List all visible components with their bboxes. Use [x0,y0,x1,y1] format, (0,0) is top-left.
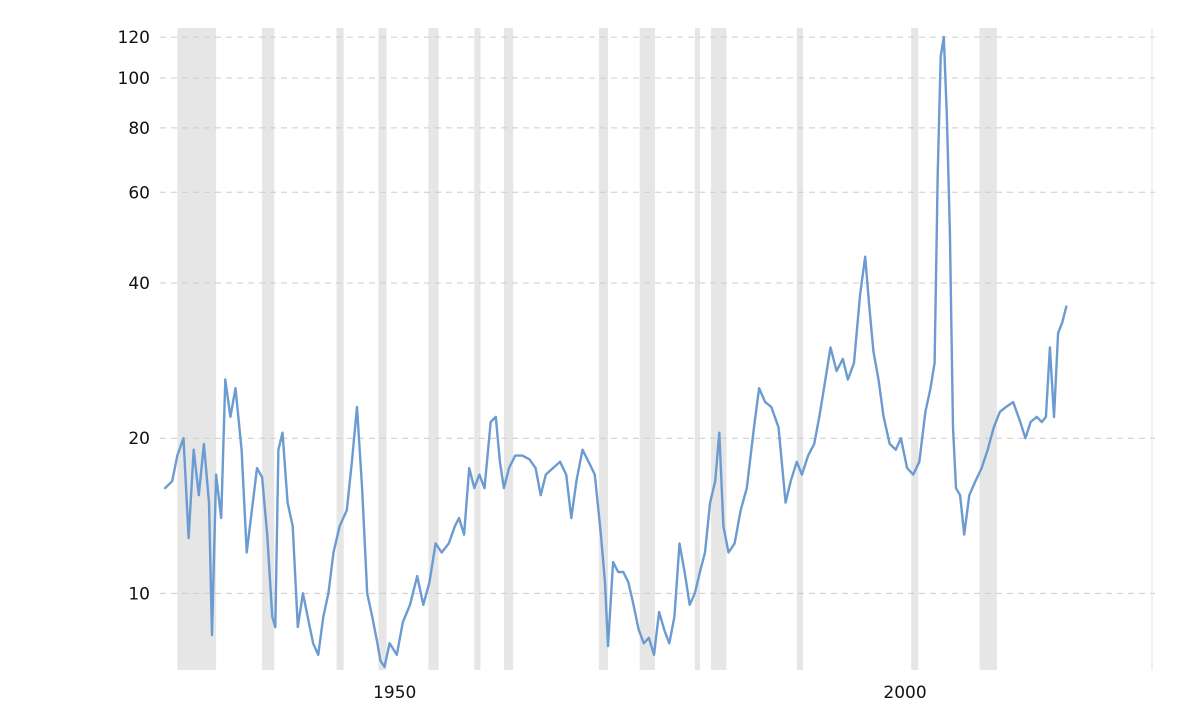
recession-band [979,28,997,670]
horizontal-gridlines [160,36,1155,594]
recession-band [336,28,344,670]
recession-band [711,28,727,670]
y-tick-label: 120 [118,28,150,48]
recession-band [474,28,481,670]
y-tick-label: 20 [128,429,150,449]
y-axis-tick-labels: 10 20 40 60 80 100 120 [118,28,150,604]
series-line [163,35,1068,669]
recession-band [598,28,609,670]
y-tick-label: 40 [128,274,150,294]
recession-band [694,28,700,670]
x-tick-label: 2000 [883,683,926,703]
recession-band [639,28,655,670]
recession-band [262,28,275,670]
recession-band [503,28,514,670]
recession-band [911,28,919,670]
recession-band [428,28,439,670]
x-axis-tick-labels: 1950 2000 [373,683,927,703]
y-tick-label: 10 [128,584,150,604]
y-tick-label: 100 [118,69,150,89]
series-lines [163,35,1068,669]
y-tick-label: 80 [128,119,150,139]
y-tick-label: 60 [128,183,150,203]
recession-band [796,28,803,670]
x-tick-label: 1950 [373,683,416,703]
recession-band [378,28,387,670]
